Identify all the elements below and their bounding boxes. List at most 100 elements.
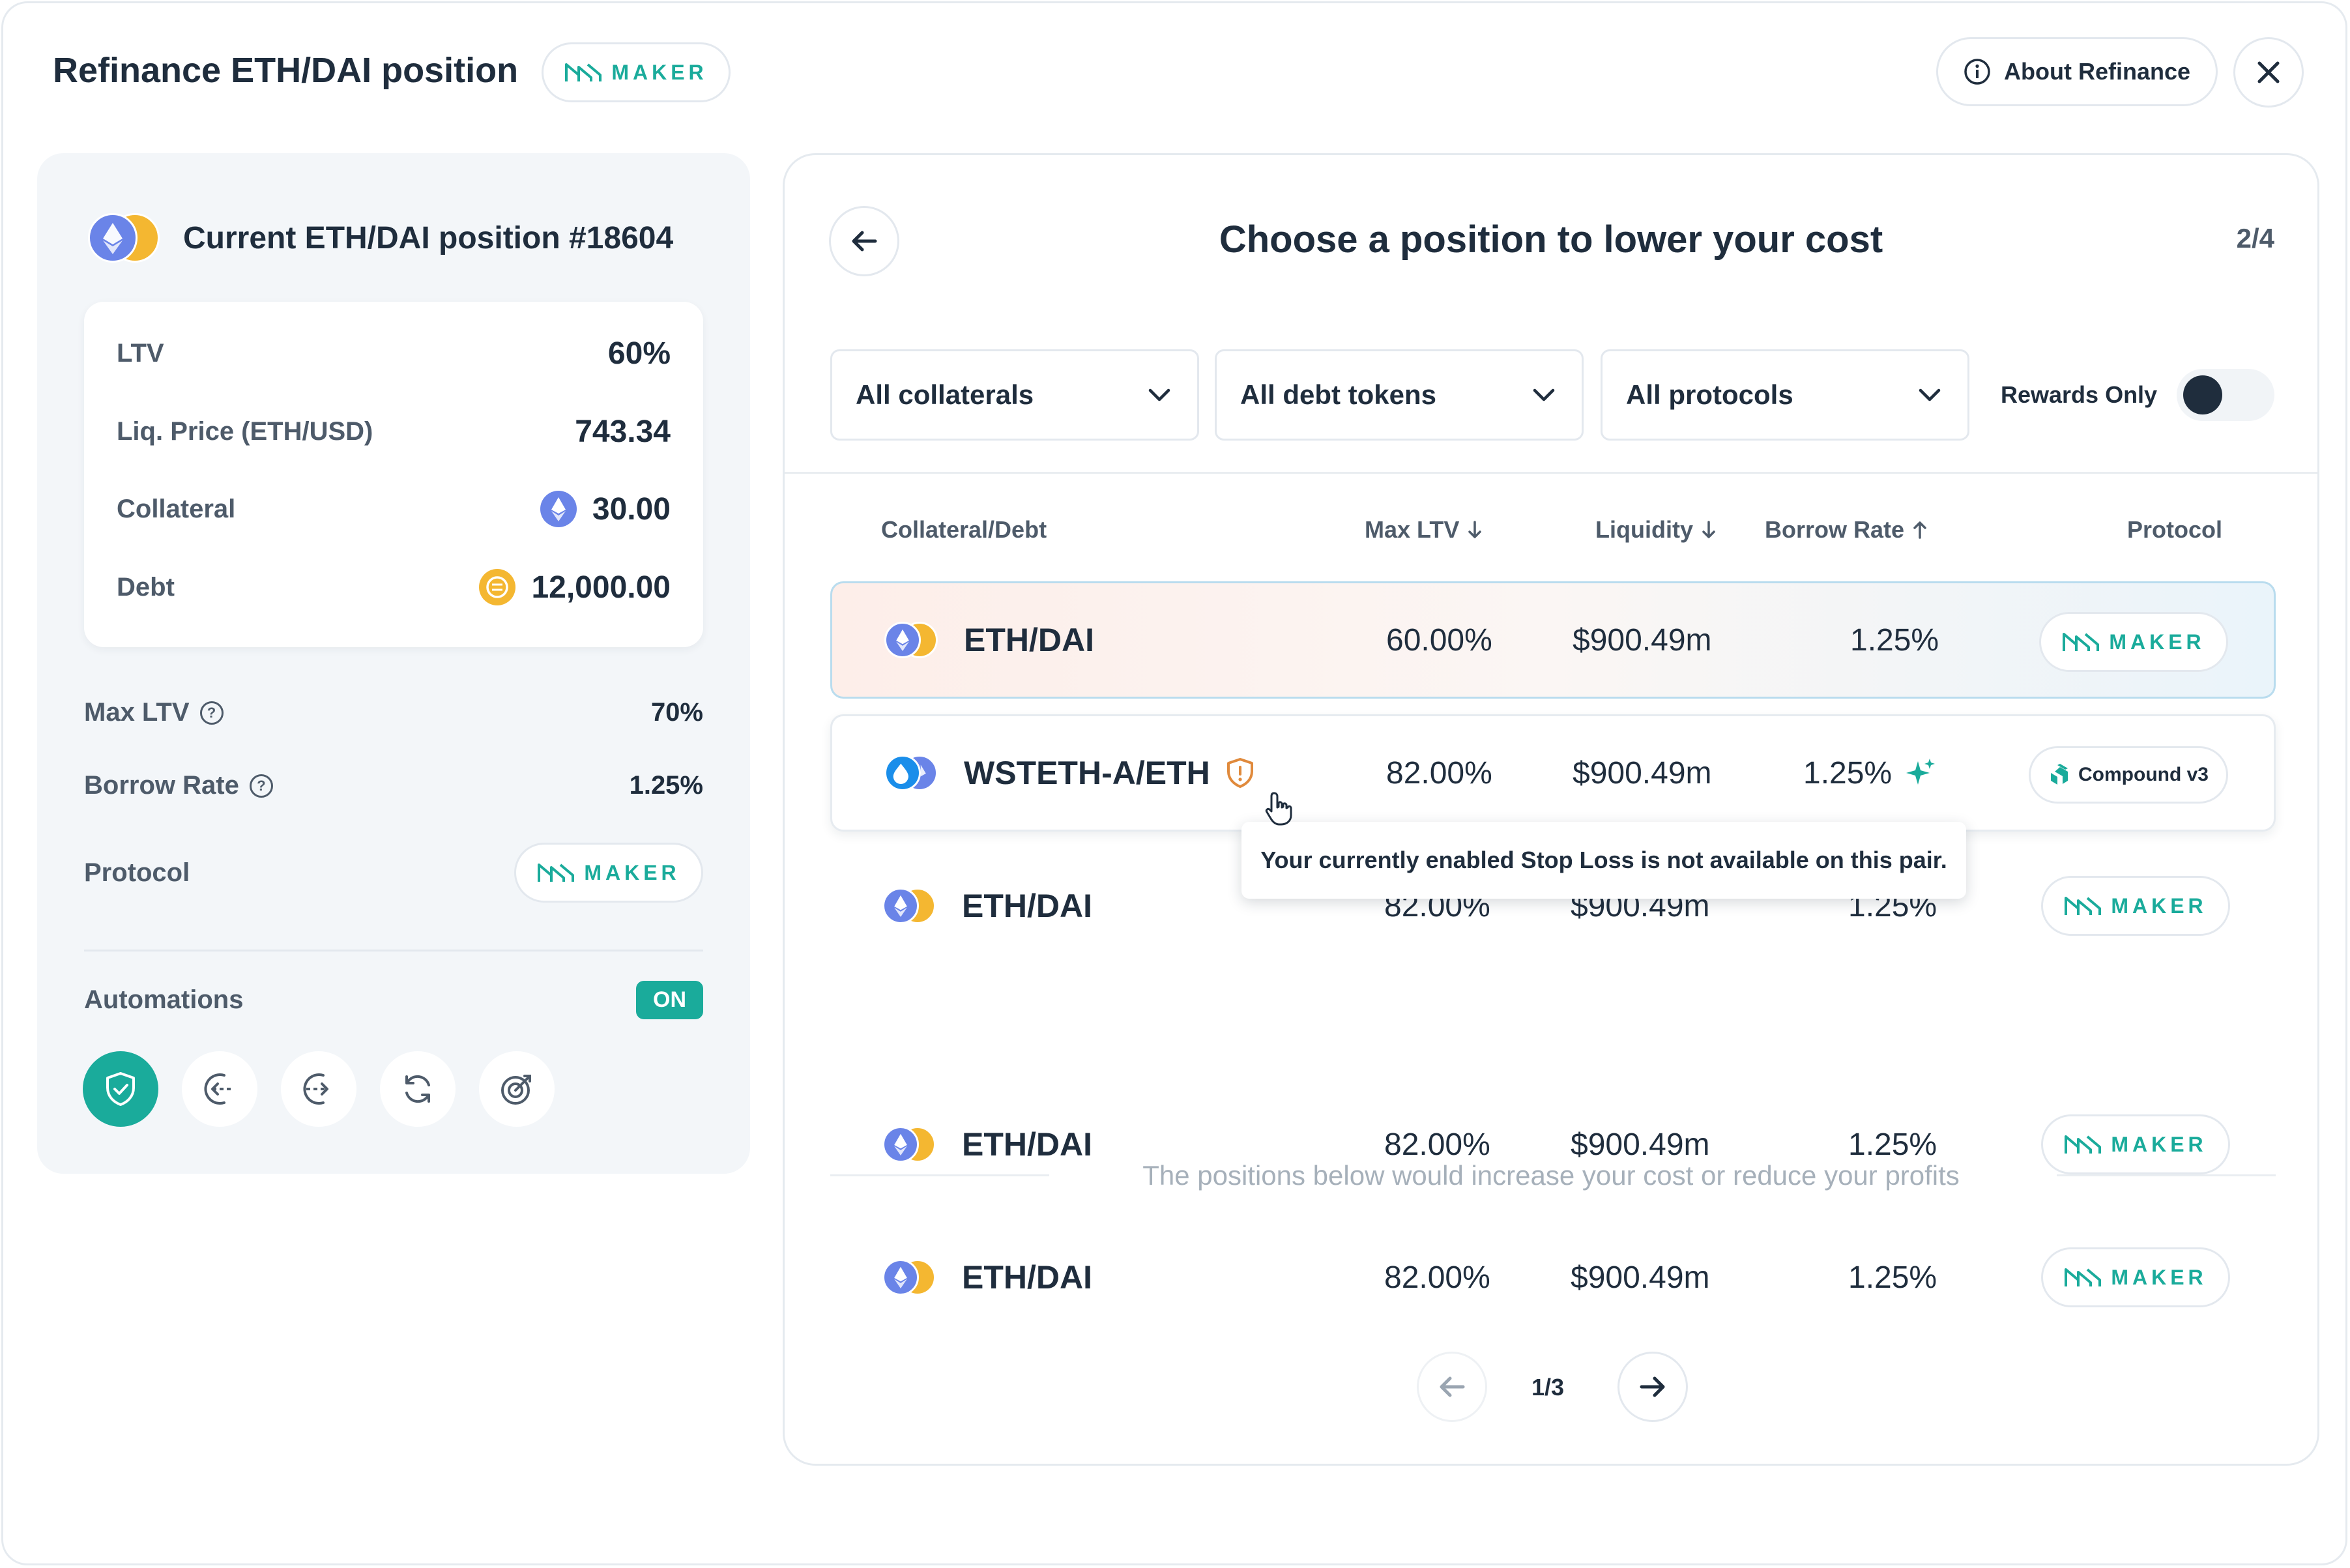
column-header-max-ltv-label: Max LTV: [1365, 516, 1460, 543]
debt-value: 12,000.00: [531, 570, 671, 605]
liquidity-cell: $900.49m: [1571, 1260, 1710, 1295]
collateral-label: Collateral: [117, 494, 236, 523]
column-header-max-ltv[interactable]: Max LTV: [1365, 516, 1483, 544]
protocol-badge-maker: MAKER: [2041, 1247, 2230, 1307]
rewards-only-toggle[interactable]: [2177, 369, 2275, 421]
protocol-label: Protocol: [84, 858, 190, 887]
help-icon[interactable]: ?: [249, 774, 273, 798]
column-header-pair[interactable]: Collateral/Debt: [881, 516, 1047, 544]
maker-label: MAKER: [2109, 630, 2205, 654]
liq-price-value: 743.34: [575, 414, 671, 449]
about-refinance-button[interactable]: About Refinance: [1936, 37, 2218, 106]
arrow-up-icon: [1913, 521, 1926, 539]
help-icon[interactable]: ?: [199, 701, 224, 725]
close-button[interactable]: [2233, 37, 2304, 108]
borrow-rate-row: Borrow Rate? 1.25%: [84, 771, 703, 800]
table-row[interactable]: ETH/DAI 82.00% $900.49m 1.25% MAKER: [830, 1086, 2276, 1203]
max-ltv-label: Max LTV: [84, 698, 190, 727]
current-position-panel: Current ETH/DAI position #18604 LTV 60% …: [37, 153, 750, 1174]
eth-dai-pair-icon: [882, 1259, 936, 1296]
collaterals-dropdown[interactable]: All collaterals: [830, 349, 1199, 441]
table-row[interactable]: ETH/DAI 82.00% $900.49m 1.25% MAKER: [830, 1219, 2276, 1336]
stop-loss-shield-icon[interactable]: [83, 1051, 158, 1127]
compound-label: Compound v3: [2078, 764, 2209, 785]
dai-coin-icon: [479, 569, 516, 605]
protocols-dropdown[interactable]: All protocols: [1601, 349, 1969, 441]
back-button[interactable]: [829, 206, 899, 276]
stop-loss-tooltip: Your currently enabled Stop Loss is not …: [1241, 822, 1966, 899]
debt-tokens-dropdown-value: All debt tokens: [1240, 379, 1437, 410]
protocol-badge-maker: MAKER: [2039, 612, 2228, 672]
auto-buy-icon[interactable]: [182, 1051, 257, 1127]
maker-label: MAKER: [2111, 1132, 2207, 1156]
eth-dai-pair-icon: [88, 213, 160, 263]
info-icon: [1964, 59, 1990, 85]
eth-dai-pair-icon: [884, 622, 938, 658]
borrow-rate-value: 1.25%: [1803, 755, 1893, 791]
debt-row: Debt 12,000.00: [117, 569, 671, 605]
column-header-borrow-rate[interactable]: Borrow Rate: [1765, 516, 1928, 544]
liq-price-label: Liq. Price (ETH/USD): [117, 417, 373, 446]
max-ltv-cell: 82.00%: [1384, 1260, 1490, 1295]
column-header-borrow-rate-label: Borrow Rate: [1765, 516, 1905, 543]
column-header-liquidity[interactable]: Liquidity: [1595, 516, 1717, 544]
next-page-button[interactable]: [1617, 1352, 1688, 1422]
wsteth-eth-pair-icon: [884, 755, 938, 791]
divider: [830, 1174, 1049, 1176]
eth-dai-pair-icon: [882, 1126, 936, 1163]
about-refinance-label: About Refinance: [2003, 58, 2190, 85]
position-selector-panel: Choose a position to lower your cost 2/4…: [783, 153, 2319, 1466]
auto-sell-icon[interactable]: [281, 1051, 356, 1127]
liq-price-row: Liq. Price (ETH/USD) 743.34: [117, 414, 671, 450]
eth-coin-icon: [540, 491, 577, 527]
automations-status-badge: ON: [636, 981, 703, 1019]
divider: [2057, 1174, 2276, 1176]
protocol-badge-maker: MAKER: [2041, 1114, 2230, 1174]
borrow-rate-cell: 1.25%: [1848, 1127, 1937, 1162]
protocol-badge-compound: Compound v3: [2029, 746, 2228, 804]
maker-logo-icon: [2065, 897, 2102, 915]
maker-logo-icon: [538, 864, 575, 882]
borrow-rate-cell: 1.25%: [1850, 622, 1939, 658]
max-ltv-value: 70%: [650, 698, 703, 727]
automation-icons: [83, 1051, 555, 1127]
divider: [785, 472, 2317, 474]
maker-logo-icon: [2065, 1268, 2102, 1286]
arrow-down-icon: [1468, 521, 1482, 538]
selector-title: Choose a position to lower your cost: [1219, 218, 1883, 261]
debt-amount: 12,000.00: [479, 569, 671, 605]
table-row[interactable]: ETH/DAI 60.00% $900.49m 1.25% MAKER: [830, 581, 2276, 699]
pair-name: ETH/DAI: [962, 888, 1092, 924]
close-icon: [2257, 61, 2280, 83]
maker-label: MAKER: [584, 860, 680, 884]
take-profit-target-icon[interactable]: [479, 1051, 555, 1127]
cost-separator-text: The positions below would increase your …: [1142, 1160, 1960, 1191]
collateral-value: 30.00: [592, 491, 671, 527]
liquidity-cell: $900.49m: [1573, 755, 1712, 791]
column-header-protocol-label: Protocol: [2127, 516, 2223, 543]
rewards-only-label: Rewards Only: [2001, 381, 2158, 408]
collaterals-dropdown-value: All collaterals: [856, 379, 1034, 410]
previous-page-button[interactable]: [1417, 1352, 1487, 1422]
table-row[interactable]: WSTETH-A/ETH 82.00% $900.49m 1.25% Compo…: [830, 714, 2276, 832]
maker-logo-icon: [2065, 1135, 2102, 1154]
step-indicator: 2/4: [2236, 223, 2274, 254]
automations-row: Automations ON: [84, 981, 703, 1019]
arrow-left-icon: [1440, 1376, 1465, 1397]
maker-logo-icon: [565, 63, 602, 81]
sparkle-rewards-icon: [1906, 759, 1936, 785]
maker-label: MAKER: [2111, 893, 2207, 918]
protocol-badge-maker: MAKER: [2041, 876, 2230, 936]
liquidity-cell: $900.49m: [1571, 1127, 1710, 1162]
borrow-rate-cell: 1.25%: [1848, 1260, 1937, 1295]
protocol-row: Protocol MAKER: [84, 843, 703, 903]
max-ltv-cell: 82.00%: [1386, 755, 1492, 791]
position-stats-card: LTV 60% Liq. Price (ETH/USD) 743.34 Coll…: [84, 302, 703, 647]
pair-name: ETH/DAI: [962, 1126, 1092, 1163]
debt-label: Debt: [117, 572, 175, 602]
debt-tokens-dropdown[interactable]: All debt tokens: [1215, 349, 1584, 441]
page-indicator: 1/3: [1531, 1374, 1565, 1401]
refresh-icon[interactable]: [380, 1051, 456, 1127]
warning-shield-icon[interactable]: [1223, 756, 1257, 790]
maker-label: MAKER: [611, 60, 708, 84]
